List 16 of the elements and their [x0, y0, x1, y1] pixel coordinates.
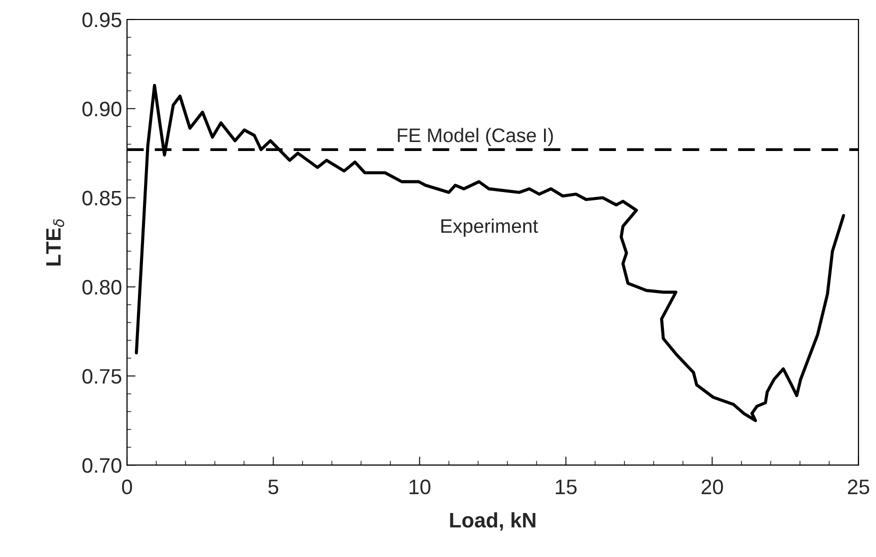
y-tick-label: 0.70 [82, 458, 122, 473]
x-tick-label: 0 [122, 480, 132, 494]
y-tick-label: 0.90 [82, 102, 122, 116]
x-tick-label: 5 [268, 480, 278, 494]
y-axis-title: LTE$_{δ}$ [46, 219, 64, 266]
y-tick-label: 0.95 [82, 12, 122, 28]
series-label: Experiment [441, 218, 538, 237]
ref-line-label: FE Model (Case I) [398, 128, 553, 146]
x-tick-label: 10 [410, 480, 430, 494]
y-tick-label: 0.85 [82, 190, 122, 206]
x-axis-title: Load, kN [450, 512, 536, 531]
y-tick-label: 0.75 [82, 368, 122, 384]
x-tick-label: 15 [556, 480, 577, 494]
x-tick-label: 25 [848, 480, 870, 494]
x-tick-label: 20 [702, 480, 723, 494]
y-tick-label: 0.80 [82, 280, 122, 295]
